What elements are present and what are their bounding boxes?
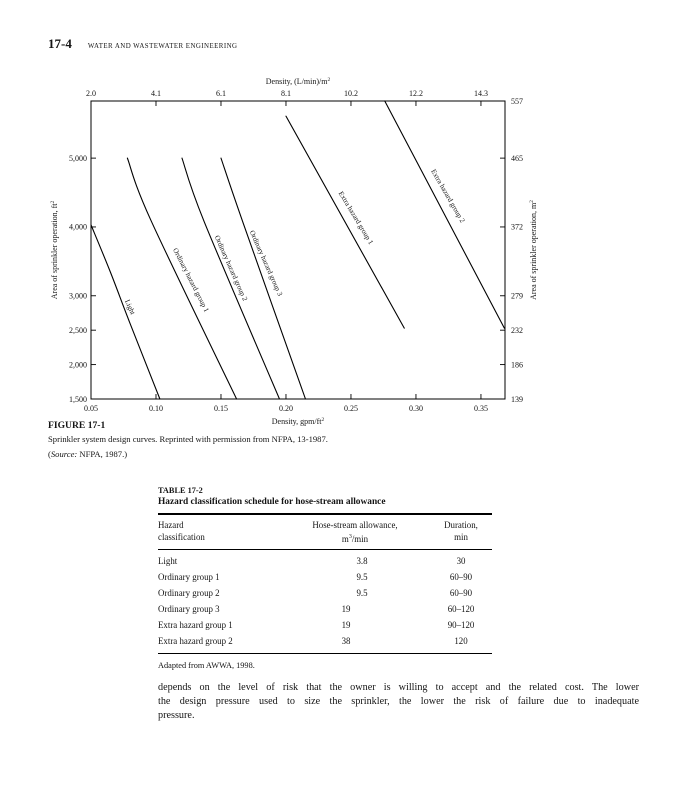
bottom-tick-label: 0.05 [84,404,98,413]
right-tick-label: 279 [511,292,523,301]
plot-frame [90,100,506,400]
left-tick-label: 1,500 [69,395,87,404]
body-line: the design pressure used to size the spr… [158,696,639,708]
table-label: TABLE 17-2 [158,486,203,495]
left-tick-label: 2,500 [69,326,87,335]
right-tick-label: 186 [511,360,523,369]
table-header-row: Hazard classification Hose-stream allowa… [158,515,492,550]
cell-classification: Extra hazard group 1 [158,619,233,630]
right-tick-label: 465 [511,154,523,163]
table-note: Adapted from AWWA, 1998. [158,660,255,670]
header-duration: Duration, min [444,520,478,542]
cell-duration: 60–90 [449,571,473,582]
top-tick-label: 14.3 [474,89,488,98]
bottom-tick-label: 0.35 [474,404,488,413]
left-tick-label: 4,000 [69,223,87,232]
curve-extra-hazard-group-2 [384,100,505,329]
cell-allowance: 19 [341,619,351,630]
curve-ordinary-hazard-group-3 [220,157,307,400]
body-line: pressure. [158,710,195,722]
top-tick-label: 12.2 [409,89,423,98]
cell-allowance: 9.5 [356,571,368,582]
left-tick-label: 2,000 [69,360,87,369]
cell-allowance: 38 [341,635,351,646]
table-body: Light 3.8 30 Ordinary group 1 9.5 60–90 Ordina… [158,550,492,653]
top-tick-label: 2.0 [86,89,96,98]
figure-label: FIGURE 17-1 [48,420,106,431]
cell-duration: 90–120 [447,619,475,630]
table-17-2: TABLE 17-2 Hazard classification schedul… [158,486,492,670]
body-line: depends on the level of risk that the ow… [158,682,639,693]
cell-allowance: 3.8 [356,555,368,566]
bottom-tick-label: 0.20 [279,404,293,413]
bottom-tick-label: 0.30 [409,404,423,413]
table-title: Hazard classification schedule for hose-… [158,497,386,507]
cell-classification: Ordinary group 1 [158,571,220,582]
left-tick-label: 3,000 [69,292,87,301]
figure-source: (Source: NFPA, 1987.) [48,449,328,459]
right-tick-label: 372 [511,223,523,232]
cell-duration: 60–90 [449,587,473,598]
cell-duration: 60–120 [447,603,475,614]
cell-classification: Extra hazard group 2 [158,635,233,646]
cell-allowance: 19 [341,603,351,614]
figure-caption-text: Sprinkler system design curves. Reprinte… [48,434,328,444]
cell-classification: Ordinary group 3 [158,603,220,614]
table-row: Light 3.8 30 [158,553,492,569]
table-row: Ordinary group 1 9.5 60–90 [158,569,492,585]
top-tick-label: 8.1 [281,89,291,98]
curve-label-light: Light [123,298,137,315]
figure-caption: FIGURE 17-1 Sprinkler system design curv… [48,420,328,459]
bottom-tick-label: 0.25 [344,404,358,413]
figure-source-word: Source: [50,449,78,459]
right-tick-label: 139 [511,395,523,404]
header-hazard-classification: Hazard classification [158,520,205,542]
page-header: 17-4 WATER AND WASTEWATER ENGINEERING [48,36,237,52]
cell-duration: 30 [456,555,466,566]
left-tick-label: 5,000 [69,154,87,163]
top-tick-label: 6.1 [216,89,226,98]
cell-classification: Ordinary group 2 [158,587,220,598]
curve-ordinary-hazard-group-2 [181,157,281,400]
table-row: Ordinary group 2 9.5 60–90 [158,585,492,601]
right-tick-label: 232 [511,326,523,335]
curve-label-ordinary-hazard-group-2: Ordinary hazard group 2 [213,234,249,302]
page-number: 17-4 [48,36,72,51]
right-tick-label: 557 [511,97,523,106]
curve-extra-hazard-group-1 [285,115,405,329]
header-hose-stream-allowance: Hose-stream allowance, m3/min [312,520,398,544]
hazard-table: Hazard classification Hose-stream allowa… [158,513,492,654]
body-paragraph: depends on the level of risk that the ow… [158,681,639,724]
bottom-tick-label: 0.15 [214,404,228,413]
curve-ordinary-hazard-group-1 [126,157,238,400]
table-row: Extra hazard group 2 38 120 [158,633,492,649]
figure-source-open: ( [48,449,51,459]
right-axis-title: Area of sprinkler operation, m2 [529,200,538,300]
curve-light [90,224,161,400]
figure-source-rest: NFPA, 1987.) [77,449,128,459]
table-row: Ordinary group 3 19 60–120 [158,601,492,617]
cell-duration: 120 [454,635,468,646]
top-tick-label: 4.1 [151,89,161,98]
bottom-axis-title: Density, gpm/ft2 [272,417,325,426]
left-axis-title: Area of sprinkler operation, ft2 [50,201,59,300]
table-row: Extra hazard group 1 19 90–120 [158,617,492,633]
top-tick-label: 10.2 [344,89,358,98]
sprinkler-design-curves-chart: 2.0 4.1 6.1 8.1 10.2 12.2 14.3 Density, (L/min)… [50,77,538,426]
cell-classification: Light [158,555,178,566]
cell-allowance: 9.5 [356,587,368,598]
running-head: WATER AND WASTEWATER ENGINEERING [87,43,238,50]
bottom-tick-label: 0.10 [149,404,163,413]
top-axis-title: Density, (L/min)/m2 [266,77,331,86]
